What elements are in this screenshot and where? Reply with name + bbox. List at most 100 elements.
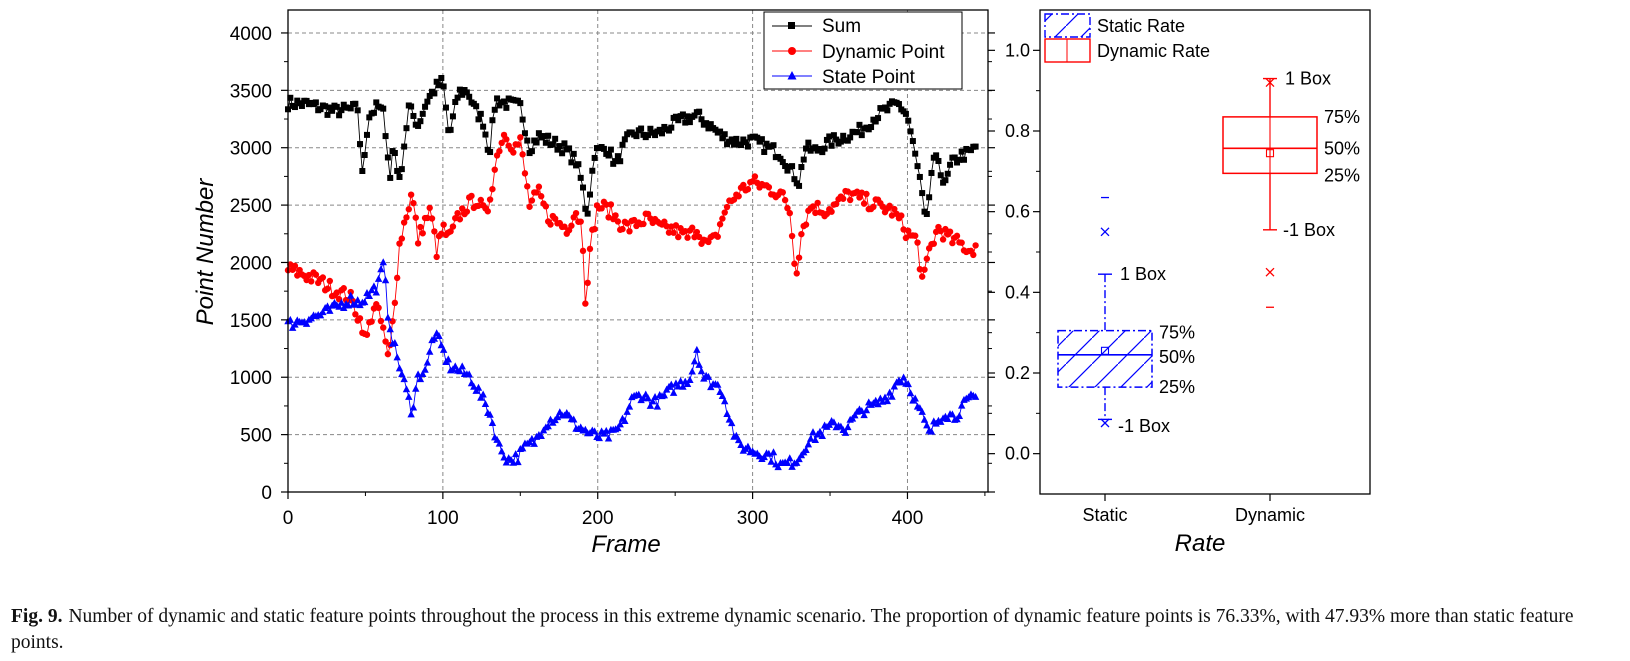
data-point bbox=[744, 442, 752, 450]
data-point bbox=[704, 372, 713, 380]
data-point bbox=[786, 209, 793, 217]
data-point bbox=[352, 100, 359, 107]
y-tick-label: 0.2 bbox=[1005, 363, 1030, 383]
data-point bbox=[734, 436, 743, 444]
data-point bbox=[398, 235, 406, 242]
data-point bbox=[572, 209, 580, 217]
data-point bbox=[789, 163, 796, 170]
data-point bbox=[740, 181, 747, 189]
data-point bbox=[407, 410, 415, 418]
data-point bbox=[356, 315, 364, 322]
data-point bbox=[795, 455, 803, 463]
data-point bbox=[518, 444, 527, 452]
data-point bbox=[605, 152, 612, 159]
outlier-x-marker bbox=[1265, 78, 1275, 88]
data-point bbox=[906, 389, 915, 397]
data-point bbox=[804, 440, 813, 448]
y-tick-label: 4000 bbox=[230, 24, 272, 45]
data-point bbox=[905, 117, 912, 124]
data-point bbox=[449, 223, 457, 230]
data-point bbox=[689, 224, 696, 231]
data-point bbox=[645, 132, 652, 139]
data-point bbox=[329, 107, 336, 114]
data-point bbox=[298, 102, 305, 109]
box-dynamic-rate bbox=[1222, 77, 1318, 308]
data-point bbox=[784, 204, 791, 212]
data-point bbox=[798, 164, 805, 171]
x-tick-label: Dynamic bbox=[1235, 505, 1305, 525]
data-point bbox=[410, 199, 417, 207]
data-point bbox=[575, 161, 582, 168]
data-point bbox=[675, 117, 682, 124]
data-point bbox=[809, 428, 817, 436]
data-point bbox=[566, 145, 573, 152]
data-point bbox=[779, 189, 787, 196]
data-point bbox=[391, 150, 398, 157]
data-point bbox=[528, 434, 536, 442]
data-point bbox=[779, 159, 786, 166]
x-tick-label: 0 bbox=[283, 508, 294, 529]
data-point bbox=[918, 407, 926, 415]
data-point bbox=[737, 142, 744, 149]
data-point bbox=[833, 200, 840, 208]
data-point bbox=[781, 196, 789, 204]
data-point bbox=[942, 177, 949, 184]
data-point bbox=[424, 98, 431, 105]
data-point bbox=[347, 105, 354, 112]
data-point bbox=[793, 270, 800, 277]
data-point bbox=[542, 203, 550, 210]
data-point bbox=[372, 288, 380, 296]
data-point bbox=[367, 286, 376, 294]
data-point bbox=[545, 132, 552, 139]
data-point bbox=[719, 135, 726, 142]
data-point bbox=[603, 201, 610, 208]
data-point bbox=[621, 136, 628, 143]
data-point bbox=[535, 183, 543, 190]
data-point bbox=[419, 230, 426, 237]
data-point bbox=[675, 233, 682, 241]
data-point bbox=[500, 453, 508, 461]
data-point bbox=[435, 82, 442, 89]
data-point bbox=[582, 300, 589, 307]
data-point bbox=[744, 143, 751, 150]
data-point bbox=[714, 380, 722, 388]
figure-caption: Fig. 9. Number of dynamic and static feat… bbox=[11, 604, 1616, 656]
data-point bbox=[696, 108, 703, 115]
data-point bbox=[377, 265, 385, 273]
data-point bbox=[841, 428, 850, 436]
data-point bbox=[400, 375, 408, 383]
data-point bbox=[958, 148, 965, 155]
box-body bbox=[1057, 329, 1153, 388]
data-point bbox=[538, 193, 545, 200]
data-point bbox=[387, 174, 394, 181]
data-point bbox=[944, 414, 952, 422]
data-point bbox=[644, 394, 652, 402]
data-point bbox=[899, 373, 908, 381]
box-chart-axes: 0.0 0.2 0.4 0.6 0.8 1.0 Static Dynamic bbox=[988, 40, 1305, 525]
data-point bbox=[381, 276, 390, 284]
data-point bbox=[494, 95, 501, 102]
data-point bbox=[426, 92, 433, 99]
data-point bbox=[914, 239, 921, 246]
data-point bbox=[374, 274, 383, 282]
data-point bbox=[679, 382, 687, 390]
data-point bbox=[707, 121, 714, 128]
data-point bbox=[402, 385, 411, 393]
data-point bbox=[858, 132, 865, 139]
data-point bbox=[614, 218, 622, 225]
data-point bbox=[360, 298, 369, 306]
data-point bbox=[856, 121, 863, 128]
data-point bbox=[751, 173, 759, 180]
data-point bbox=[872, 118, 879, 125]
data-point bbox=[495, 439, 504, 447]
data-point bbox=[639, 394, 648, 402]
data-point bbox=[415, 122, 422, 129]
data-point bbox=[519, 116, 526, 123]
legend-entry-static-rate: Static Rate bbox=[1044, 13, 1185, 38]
data-point bbox=[686, 119, 693, 126]
data-point bbox=[693, 228, 701, 236]
data-point bbox=[935, 157, 942, 164]
data-point bbox=[816, 145, 823, 152]
data-point bbox=[695, 360, 703, 368]
data-point bbox=[656, 126, 663, 133]
